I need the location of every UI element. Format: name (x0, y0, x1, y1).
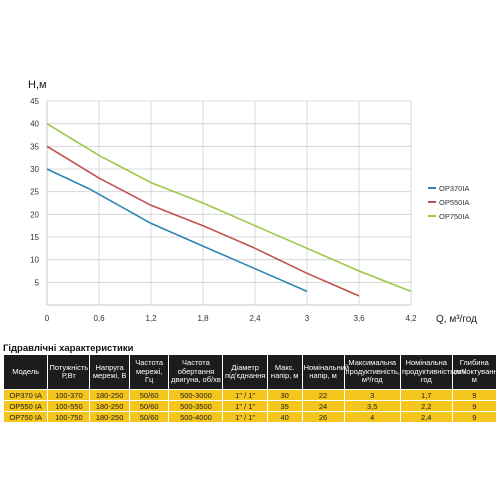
x-tick-label: 1,2 (145, 314, 157, 323)
table-cell: 3 (344, 390, 400, 400)
legend-label: OP550IA (439, 198, 469, 207)
table-cell: 50/60 (129, 412, 169, 422)
table-cell: 100-550 (48, 401, 90, 411)
legend-label: OP370IA (439, 184, 469, 193)
y-tick-label: 45 (30, 97, 39, 106)
y-tick-label: 5 (35, 278, 40, 287)
table-row: OP550 IA 100-550 180-250 50/60 500-3500 … (4, 401, 496, 411)
x-tick-label: 3 (305, 314, 310, 323)
legend-label: OP750IA (439, 212, 469, 221)
x-tick-label: 1,8 (197, 314, 209, 323)
header-max-head: Макс. напір, м (267, 355, 302, 389)
table-cell: 100-750 (48, 412, 90, 422)
y-tick-label: 10 (30, 256, 39, 265)
header-max-flow: Максимальна продуктивність, м³/год (344, 355, 400, 389)
table-cell: OP370 IA (4, 390, 48, 400)
table-cell: 1" / 1" (223, 412, 267, 422)
series-line-op370ia (46, 168, 308, 293)
x-tick-label: 0 (45, 314, 50, 323)
table-cell: 50/60 (129, 390, 169, 400)
chart-grid (47, 100, 412, 305)
table-cell: 50/60 (129, 401, 169, 411)
header-nominal-flow: Номінальна продуктивність,м³/год (400, 355, 466, 389)
series-line-op750ia (46, 123, 412, 293)
table-cell: 500-3500 (169, 401, 223, 411)
y-tick-label: 35 (30, 142, 39, 151)
chart-series (46, 123, 412, 297)
header-voltage: Напруга мережі, В (90, 355, 129, 389)
series-line-op550ia (46, 145, 360, 297)
header-connection-diameter: Діаметр під'єднання (223, 355, 267, 389)
table-cell: 100-370 (48, 390, 90, 400)
table-cell: 180-250 (90, 401, 129, 411)
table-cell: 9 (452, 390, 496, 400)
table-cell: 500-4000 (169, 412, 223, 422)
header-model: Модель (4, 355, 48, 389)
chart-tick-labels: 5 10 15 20 25 30 35 40 45 0 0,6 1,2 1,8 2,4 3 3,6 4,2 (30, 97, 417, 323)
x-tick-label: 4,2 (405, 314, 417, 323)
table-cell: 26 (302, 412, 344, 422)
table-cell: 1" / 1" (223, 401, 267, 411)
header-motor-speed: Частота обертання двигуна, об/хв (169, 355, 223, 389)
chart-legend: OP370IA OP550IA OP750IA (428, 184, 469, 221)
y-tick-label: 25 (30, 188, 39, 197)
y-tick-label: 20 (30, 210, 39, 219)
header-power: Потужність Р,Вт (48, 355, 90, 389)
table-cell: 500-3000 (169, 390, 223, 400)
table-cell: 9 (452, 412, 496, 422)
table-cell: 22 (302, 390, 344, 400)
table-cell: 180-250 (90, 390, 129, 400)
table-row: OP750 IA 100-750 180-250 50/60 500-4000 … (4, 412, 496, 422)
table-cell: OP750 IA (4, 412, 48, 422)
x-tick-label: 0,6 (93, 314, 105, 323)
table-cell: 9 (452, 401, 496, 411)
y-tick-label: 40 (30, 120, 39, 129)
table-cell: 24 (302, 401, 344, 411)
table-cell: 180-250 (90, 412, 129, 422)
y-axis-label: H,м (28, 79, 47, 91)
y-tick-label: 15 (30, 233, 39, 242)
specs-table: Модель Потужність Р,Вт Напруга мережі, В… (3, 354, 500, 423)
table-cell: 2,2 (400, 401, 452, 411)
table-row: OP370 IA 100-370 180-250 50/60 500-3000 … (4, 390, 496, 400)
header-suction-depth: Глибина всмоктування, м (452, 355, 500, 389)
pump-performance-chart: 5 10 15 20 25 30 35 40 45 0 0,6 1,2 1,8 2,4 3 3,6 4,2 H,… (28, 79, 477, 325)
table-cell: 40 (267, 412, 302, 422)
table-cell: 35 (267, 401, 302, 411)
table-title: Гідравлічні характеристики (3, 343, 134, 354)
y-tick-label: 30 (30, 165, 39, 174)
table-cell: 30 (267, 390, 302, 400)
table-cell: 4 (344, 412, 400, 422)
table-header-row: Модель Потужність Р,Вт Напруга мережі, В… (4, 355, 500, 389)
chart-axes (46, 101, 411, 306)
header-nominal-head: Номінальний напір, м (302, 355, 349, 389)
x-tick-label: 3,6 (353, 314, 365, 323)
table-cell: 2,4 (400, 412, 452, 422)
table-cell: 1" / 1" (223, 390, 267, 400)
table-cell: 3,5 (344, 401, 400, 411)
table-cell: OP550 IA (4, 401, 48, 411)
header-frequency: Частота мережі, Гц (129, 355, 169, 389)
x-axis-label: Q, м³/год (436, 314, 477, 325)
table-cell: 1,7 (400, 390, 452, 400)
x-tick-label: 2,4 (249, 314, 261, 323)
